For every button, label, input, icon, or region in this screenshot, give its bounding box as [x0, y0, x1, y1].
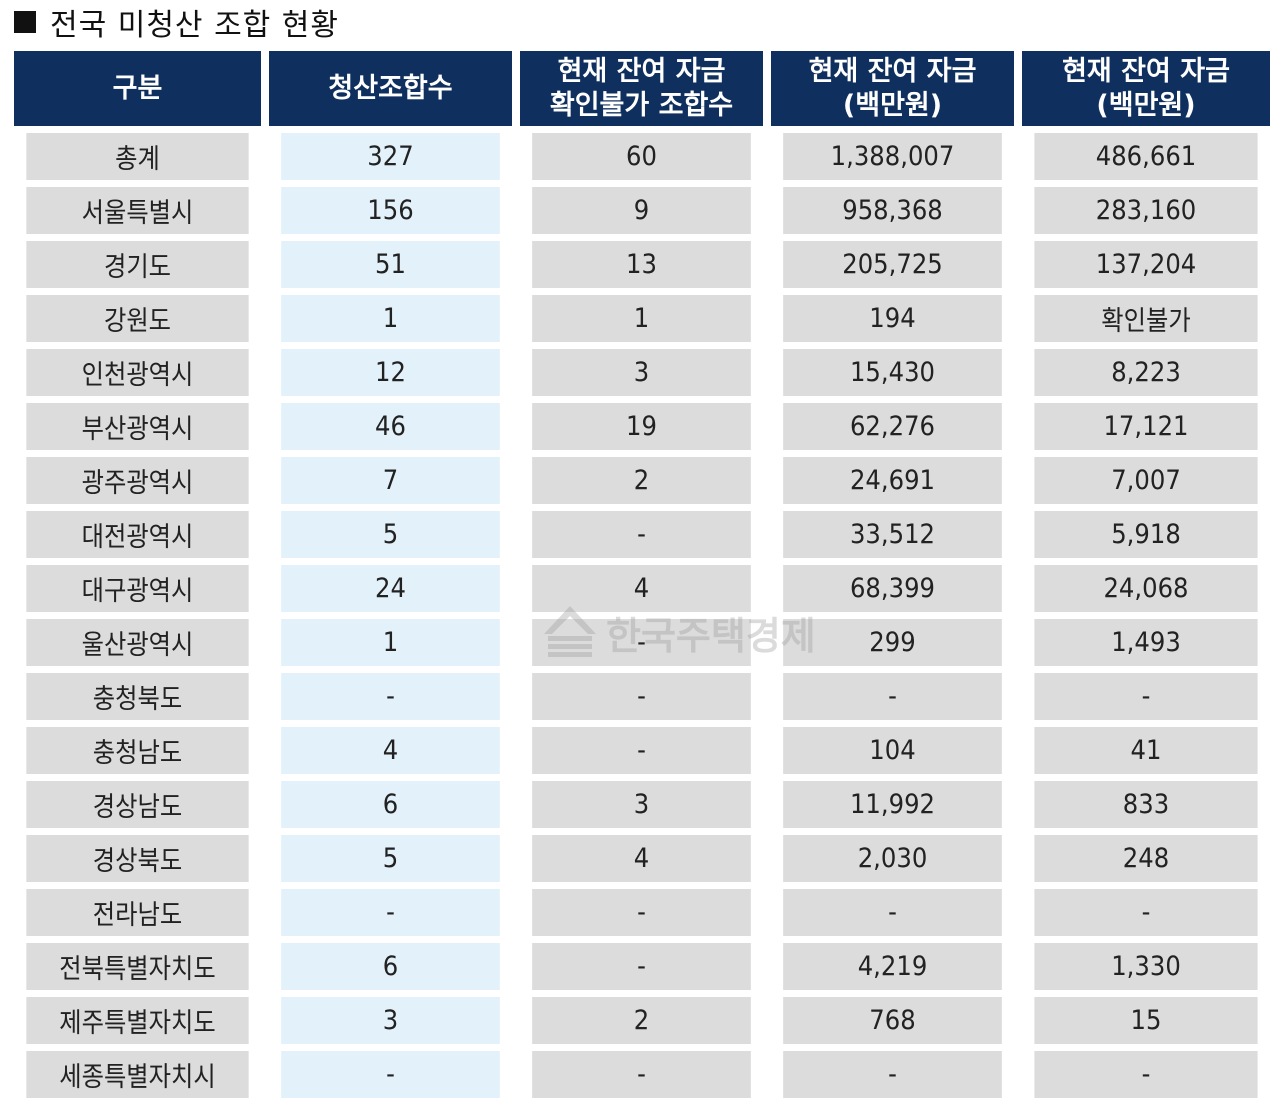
table-cell-remaining-funds-2: - — [1034, 1051, 1258, 1098]
table-cell-unverified-count: 60 — [532, 133, 751, 180]
table-cell-remaining-funds-2: 1,330 — [1034, 943, 1258, 990]
table-cell-remaining-funds-2: 486,661 — [1034, 133, 1258, 180]
table-cell-unverified-count: 13 — [532, 241, 751, 288]
table-cell-remaining-funds-1: 194 — [783, 295, 1002, 342]
table-cell-remaining-funds-1: 4,219 — [783, 943, 1002, 990]
table-cell-region: 세종특별자치시 — [26, 1051, 249, 1098]
table-cell-region: 전북특별자치도 — [26, 943, 249, 990]
table-cell-liquidated-count: - — [281, 1051, 500, 1098]
table-cell-liquidated-count: 4 — [281, 727, 500, 774]
table-cell-unverified-count: - — [532, 943, 751, 990]
table-cell-remaining-funds-2: 24,068 — [1034, 565, 1258, 612]
table-cell-region: 인천광역시 — [26, 349, 249, 396]
table-cell-liquidated-count: - — [281, 673, 500, 720]
table-cell-region: 경상북도 — [26, 835, 249, 882]
table-cell-liquidated-count: 51 — [281, 241, 500, 288]
table-cell-liquidated-count: 46 — [281, 403, 500, 450]
table-cell-region: 경기도 — [26, 241, 249, 288]
table-cell-liquidated-count: 7 — [281, 457, 500, 504]
table-cell-unverified-count: - — [532, 511, 751, 558]
table-cell-liquidated-count: 24 — [281, 565, 500, 612]
table-cell-liquidated-count: 6 — [281, 781, 500, 828]
header-unverified-count: 현재 잔여 자금 확인불가 조합수 — [520, 51, 763, 126]
table-cell-liquidated-count: 5 — [281, 835, 500, 882]
header-category: 구분 — [14, 51, 261, 126]
table-cell-unverified-count: 3 — [532, 349, 751, 396]
table-cell-remaining-funds-1: 24,691 — [783, 457, 1002, 504]
table-cell-region: 총계 — [26, 133, 249, 180]
table-cell-remaining-funds-2: 41 — [1034, 727, 1258, 774]
table-cell-liquidated-count: - — [281, 889, 500, 936]
data-table: 구분 청산조합수 현재 잔여 자금 확인불가 조합수 현재 잔여 자금 (백만원… — [14, 51, 1270, 1098]
table-cell-remaining-funds-1: 104 — [783, 727, 1002, 774]
table-cell-remaining-funds-2: 5,918 — [1034, 511, 1258, 558]
table-cell-region: 울산광역시 — [26, 619, 249, 666]
table-cell-remaining-funds-2: 137,204 — [1034, 241, 1258, 288]
table-cell-remaining-funds-2: 15 — [1034, 997, 1258, 1044]
table-cell-unverified-count: - — [532, 889, 751, 936]
table-cell-region: 충청북도 — [26, 673, 249, 720]
table-cell-liquidated-count: 1 — [281, 619, 500, 666]
table-cell-region: 광주광역시 — [26, 457, 249, 504]
table-cell-remaining-funds-1: 2,030 — [783, 835, 1002, 882]
black-square-icon — [14, 11, 36, 33]
table-cell-region: 대전광역시 — [26, 511, 249, 558]
table-cell-remaining-funds-1: 11,992 — [783, 781, 1002, 828]
table-cell-unverified-count: 1 — [532, 295, 751, 342]
table-cell-region: 충청남도 — [26, 727, 249, 774]
table-cell-remaining-funds-2: 8,223 — [1034, 349, 1258, 396]
table-cell-remaining-funds-1: 33,512 — [783, 511, 1002, 558]
table-cell-remaining-funds-2: - — [1034, 673, 1258, 720]
table-cell-liquidated-count: 12 — [281, 349, 500, 396]
table-cell-region: 서울특별시 — [26, 187, 249, 234]
table-cell-unverified-count: - — [532, 619, 751, 666]
table-cell-remaining-funds-1: 62,276 — [783, 403, 1002, 450]
table-cell-remaining-funds-1: 958,368 — [783, 187, 1002, 234]
table-cell-unverified-count: - — [532, 673, 751, 720]
table-cell-unverified-count: 2 — [532, 997, 751, 1044]
table-cell-unverified-count: 4 — [532, 835, 751, 882]
table-cell-region: 전라남도 — [26, 889, 249, 936]
table-cell-remaining-funds-2: 7,007 — [1034, 457, 1258, 504]
table-cell-remaining-funds-1: 768 — [783, 997, 1002, 1044]
table-cell-remaining-funds-1: 299 — [783, 619, 1002, 666]
table-cell-remaining-funds-1: - — [783, 673, 1002, 720]
table-cell-remaining-funds-1: 205,725 — [783, 241, 1002, 288]
table-cell-remaining-funds-2: 확인불가 — [1034, 295, 1258, 342]
table-cell-remaining-funds-2: 283,160 — [1034, 187, 1258, 234]
table-cell-liquidated-count: 327 — [281, 133, 500, 180]
page-title: 전국 미청산 조합 현황 — [14, 2, 340, 43]
table-cell-remaining-funds-1: 1,388,007 — [783, 133, 1002, 180]
table-cell-remaining-funds-2: 1,493 — [1034, 619, 1258, 666]
table-cell-region: 대구광역시 — [26, 565, 249, 612]
header-liquidated-count: 청산조합수 — [269, 51, 512, 126]
table-cell-region: 제주특별자치도 — [26, 997, 249, 1044]
table-cell-liquidated-count: 3 — [281, 997, 500, 1044]
table-cell-region: 경상남도 — [26, 781, 249, 828]
table-cell-remaining-funds-1: - — [783, 1051, 1002, 1098]
header-remaining-funds-2: 현재 잔여 자금 (백만원) — [1022, 51, 1270, 126]
table-cell-unverified-count: 4 — [532, 565, 751, 612]
table-cell-remaining-funds-1: - — [783, 889, 1002, 936]
table-cell-liquidated-count: 1 — [281, 295, 500, 342]
table-cell-remaining-funds-1: 15,430 — [783, 349, 1002, 396]
table-cell-region: 강원도 — [26, 295, 249, 342]
table-cell-region: 부산광역시 — [26, 403, 249, 450]
table-cell-liquidated-count: 5 — [281, 511, 500, 558]
table-cell-remaining-funds-2: 833 — [1034, 781, 1258, 828]
table-cell-liquidated-count: 6 — [281, 943, 500, 990]
table-cell-remaining-funds-2: 17,121 — [1034, 403, 1258, 450]
table-cell-remaining-funds-1: 68,399 — [783, 565, 1002, 612]
table-cell-unverified-count: - — [532, 1051, 751, 1098]
table-cell-unverified-count: 19 — [532, 403, 751, 450]
table-cell-unverified-count: 3 — [532, 781, 751, 828]
page-title-text: 전국 미청산 조합 현황 — [50, 8, 340, 43]
table-cell-remaining-funds-2: - — [1034, 889, 1258, 936]
table-cell-unverified-count: 9 — [532, 187, 751, 234]
header-remaining-funds-1: 현재 잔여 자금 (백만원) — [771, 51, 1014, 126]
table-cell-unverified-count: - — [532, 727, 751, 774]
table-cell-unverified-count: 2 — [532, 457, 751, 504]
table-cell-liquidated-count: 156 — [281, 187, 500, 234]
table-cell-remaining-funds-2: 248 — [1034, 835, 1258, 882]
